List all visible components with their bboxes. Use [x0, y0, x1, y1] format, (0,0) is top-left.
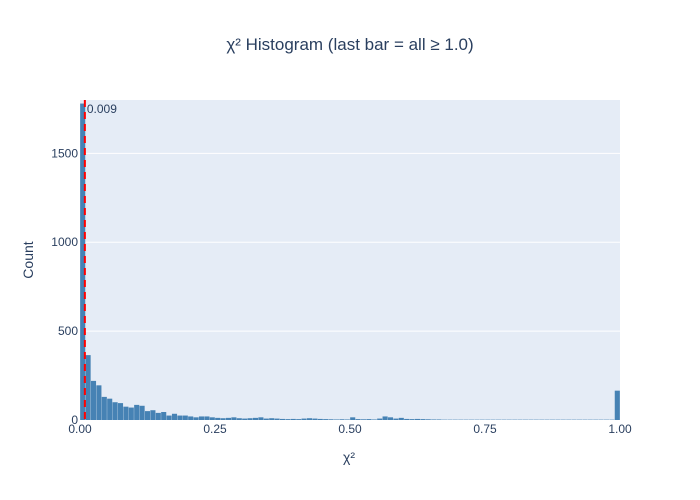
chart-title: χ² Histogram (last bar = all ≥ 1.0) [226, 35, 473, 54]
histogram-bar [101, 396, 107, 420]
histogram-bar [171, 413, 178, 420]
histogram-bar [296, 419, 302, 420]
histogram-bar [425, 419, 431, 420]
histogram-bar [382, 416, 388, 420]
y-tick-label: 1500 [51, 146, 78, 160]
histogram-bar [614, 390, 620, 420]
x-tick-label: 1.00 [608, 422, 632, 436]
histogram-bar [90, 380, 97, 420]
histogram-bar [269, 418, 275, 420]
histogram-bar [360, 419, 367, 420]
y-tick-label: 1000 [51, 235, 78, 249]
histogram-bar [409, 419, 415, 420]
histogram-bar [350, 417, 356, 420]
histogram-bar [301, 418, 307, 420]
histogram-bar [393, 418, 399, 420]
histogram-bar [117, 403, 124, 420]
histogram-bar [128, 407, 134, 420]
histogram-bar [155, 412, 161, 420]
histogram-bar [123, 406, 129, 420]
histogram-bar [414, 418, 421, 420]
histogram-bar [377, 418, 383, 420]
reference-line-label: 0.009 [87, 102, 117, 116]
histogram-bar [436, 419, 442, 420]
histogram-bar [371, 419, 377, 420]
x-tick-label: 0.75 [473, 422, 497, 436]
histogram-bar [198, 416, 205, 420]
histogram-bar [144, 411, 151, 420]
histogram-bar [225, 417, 232, 420]
y-axis-ticks: 0 500 1000 1500 [51, 146, 78, 427]
histogram-bar [333, 419, 340, 420]
y-tick-label: 0 [71, 413, 78, 427]
histogram-bar [247, 418, 253, 420]
histogram-bar [420, 419, 426, 420]
histogram-bar [290, 418, 296, 420]
histogram-bar [366, 419, 372, 420]
histogram-bar [139, 405, 145, 420]
histogram-bar [317, 418, 323, 420]
histogram-bar [161, 412, 167, 420]
histogram-bar [242, 418, 248, 420]
histogram-bar [96, 385, 102, 420]
histogram-bars [80, 103, 620, 421]
histogram-bar [220, 418, 226, 420]
x-axis-title: χ² [343, 449, 355, 465]
histogram-bar [150, 410, 156, 420]
histogram-bar [193, 417, 199, 420]
histogram-bar [252, 417, 259, 420]
histogram-bar [312, 418, 318, 420]
histogram-bar [328, 419, 334, 420]
histogram-bar [166, 415, 172, 420]
histogram-bar [236, 418, 242, 420]
y-tick-label: 500 [58, 324, 78, 338]
histogram-bar [274, 418, 280, 420]
histogram-bar [209, 417, 215, 420]
histogram-bar [355, 419, 361, 420]
histogram-bar [387, 417, 394, 420]
histogram-bar [204, 416, 210, 420]
x-tick-label: 0.50 [338, 422, 362, 436]
x-axis-ticks: 0.00 0.25 0.50 0.75 1.00 [68, 422, 632, 436]
histogram-bar [80, 103, 86, 421]
x-tick-label: 0.00 [68, 422, 92, 436]
histogram-bar [182, 415, 188, 420]
histogram-bar [323, 419, 329, 420]
histogram-bar [279, 418, 286, 420]
plot-area [80, 100, 620, 420]
histogram-bar [398, 417, 404, 420]
histogram-bar [258, 417, 264, 420]
histogram-bar [306, 418, 313, 420]
reference-line-group: 0.009 [83, 100, 117, 420]
histogram-bar [431, 419, 437, 420]
histogram-bar [231, 417, 237, 420]
histogram-bar [107, 398, 113, 420]
histogram-bar [177, 415, 183, 420]
x-tick-label: 0.25 [203, 422, 227, 436]
y-axis-title: Count [20, 241, 36, 278]
histogram-bar [263, 418, 269, 420]
histogram-bar [85, 355, 91, 420]
histogram-bar [134, 404, 140, 420]
histogram-bar [188, 416, 194, 420]
histogram-bar [215, 417, 221, 420]
histogram-bar [112, 402, 118, 420]
histogram-bar [404, 418, 410, 420]
histogram-bar [344, 419, 350, 420]
histogram-bar [285, 419, 291, 420]
histogram-bar [339, 419, 345, 420]
